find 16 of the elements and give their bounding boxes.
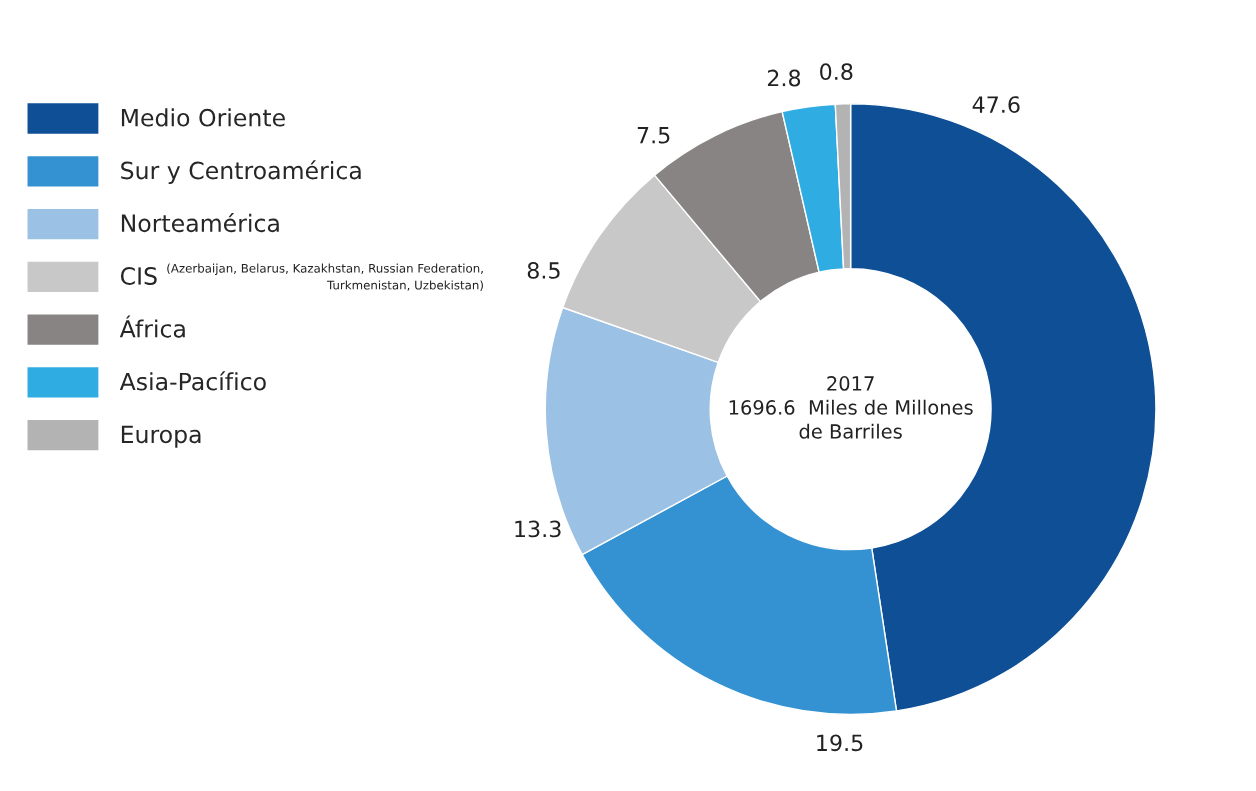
legend-label: Asia-Pacífico xyxy=(119,371,266,391)
legend-label: África xyxy=(119,315,185,338)
data-label: 7.5 xyxy=(637,127,670,144)
data-label: 8.5 xyxy=(527,262,560,279)
data-label: 13.3 xyxy=(515,520,561,538)
data-label: 19.5 xyxy=(817,734,863,752)
legend-label: CIS xyxy=(120,267,157,285)
data-label: 2.8 xyxy=(767,69,801,87)
data-label: 47.6 xyxy=(972,96,1020,113)
legend-label: Medio Oriente xyxy=(121,108,285,127)
legend-label: Europa xyxy=(121,425,201,448)
legend-label: Sur y Centroamérica xyxy=(121,160,361,184)
text: (Azerbaijan, Belarus, Kazakhstan, Russian Federation, Turkmenistan, Uzbekistan) xyxy=(167,263,483,291)
legend-label: Norteamérica xyxy=(121,212,279,233)
data-label: 0.8 xyxy=(820,63,853,81)
text: 2017 1696.6 Miles de Millones de Barriles xyxy=(729,376,973,439)
